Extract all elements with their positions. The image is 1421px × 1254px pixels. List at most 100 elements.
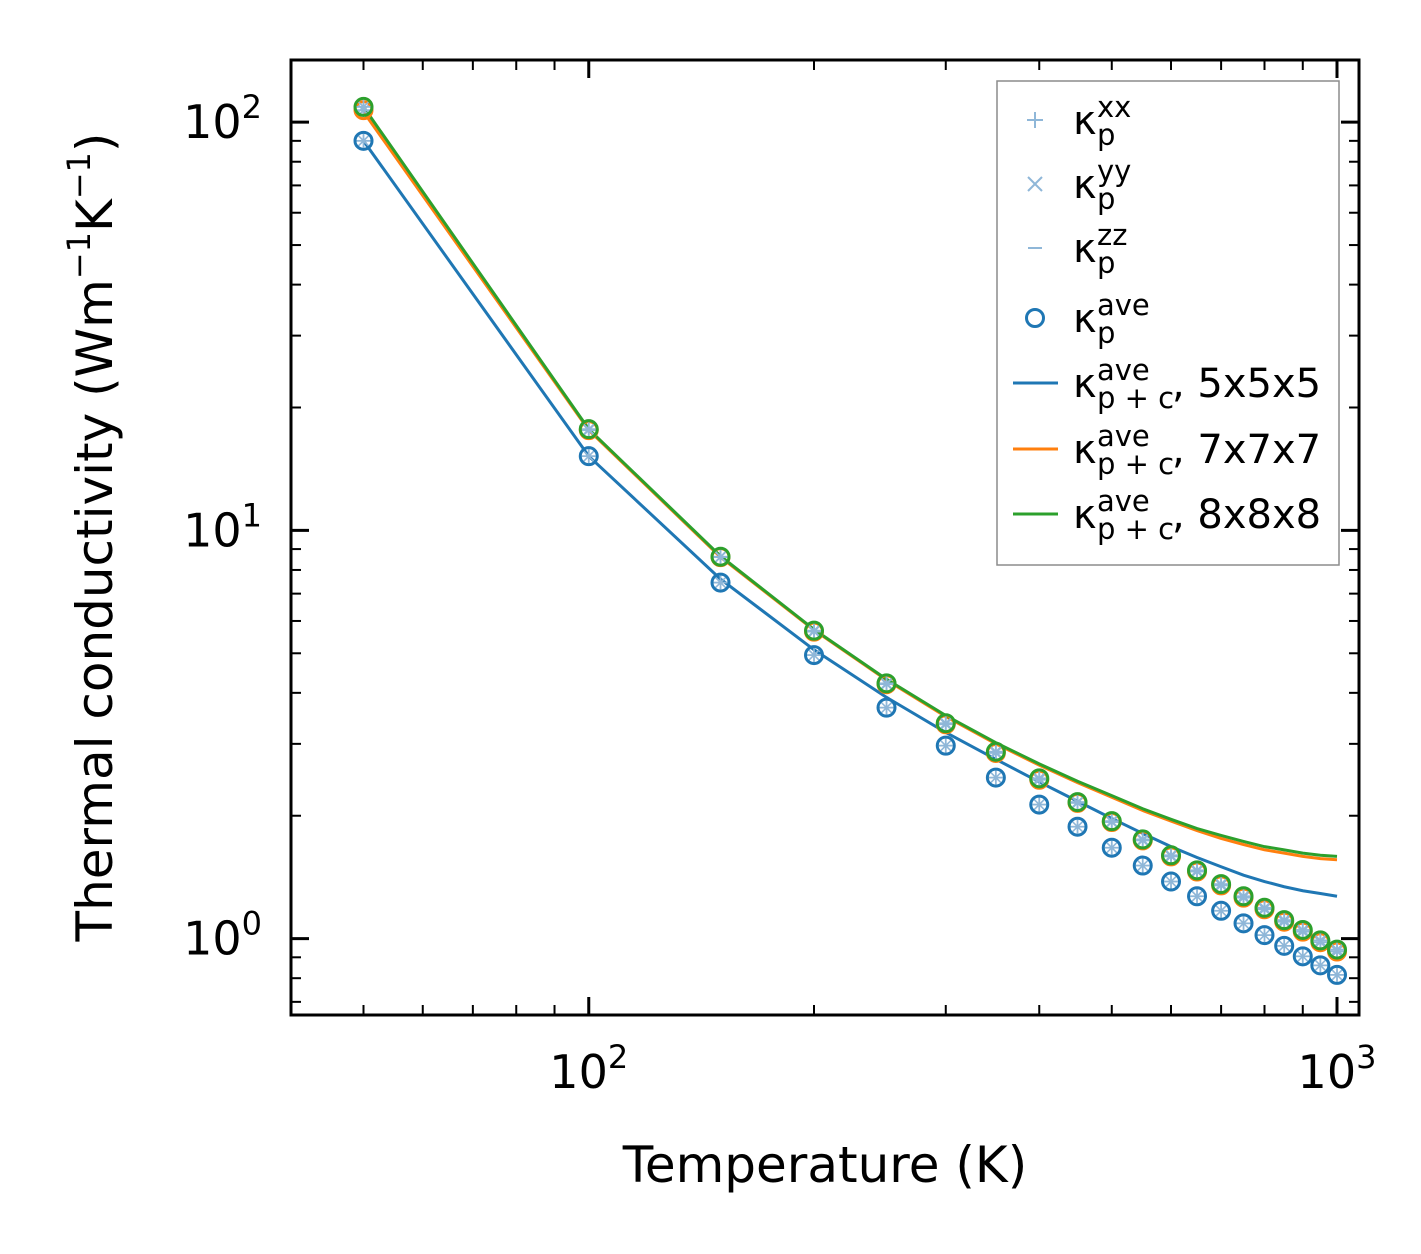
- data-point: [804, 620, 825, 641]
- circle-marker: [804, 645, 825, 666]
- cross-marker: [1258, 929, 1271, 941]
- series-line: [362, 106, 1338, 858]
- legend-entry: κave p + c, 8x8x8: [1013, 484, 1321, 546]
- cross-marker: [357, 135, 370, 147]
- circle-marker: [876, 673, 897, 694]
- circle-marker: [1292, 946, 1313, 967]
- cross-marker: [1237, 890, 1250, 902]
- circle-marker: [1161, 871, 1182, 892]
- cross-marker: [583, 423, 595, 435]
- circle-marker: [876, 697, 897, 718]
- legend-subscript: p + c: [1097, 447, 1174, 481]
- data-point: [1327, 939, 1348, 960]
- data-point: [1274, 935, 1295, 956]
- cross-marker: [714, 551, 727, 563]
- data-point: [1161, 871, 1182, 892]
- data-point: [985, 767, 1006, 788]
- circle-marker: [1187, 886, 1208, 907]
- legend-suffix: , 7x7x7: [1172, 427, 1321, 473]
- legend-subscript: p: [1097, 118, 1115, 152]
- y-tick-label: 102: [183, 88, 262, 149]
- legend-symbol: κ: [1073, 162, 1097, 208]
- circle-marker: [935, 735, 956, 756]
- data-point: [804, 645, 825, 666]
- legend-suffix: , 8x8x8: [1172, 492, 1321, 538]
- legend-superscript: ave: [1097, 484, 1150, 518]
- cross-marker: [1278, 914, 1290, 926]
- legend-label: κave p + c, 5x5x5: [1073, 353, 1321, 415]
- legend-circle-icon: [1025, 308, 1045, 328]
- legend-subscript: p + c: [1097, 512, 1174, 546]
- tick-base: 10: [183, 95, 242, 149]
- ylabel-exp: −1: [60, 232, 98, 279]
- cross-marker: [1106, 842, 1118, 854]
- legend-symbol: κ: [1073, 361, 1097, 407]
- circle-marker: [1254, 897, 1275, 918]
- cross-marker: [1331, 969, 1343, 981]
- legend-superscript: yy: [1097, 154, 1131, 188]
- circle-marker: [1310, 955, 1331, 976]
- data-point: [1101, 837, 1122, 858]
- data-point: [1101, 811, 1122, 832]
- legend-superscript: ave: [1097, 288, 1150, 322]
- cross-marker: [1258, 902, 1271, 914]
- cross-marker: [808, 625, 820, 637]
- data-point: [353, 130, 374, 151]
- data-point: [876, 697, 897, 718]
- ylabel-part: K: [66, 198, 124, 232]
- circle-marker: [1274, 910, 1295, 931]
- circle-marker: [1327, 939, 1348, 960]
- circle-marker: [985, 741, 1006, 762]
- cross-marker: [940, 740, 952, 752]
- minor-ticks: [290, 60, 1359, 1015]
- cross-marker: [1106, 815, 1118, 827]
- cross-marker: [808, 649, 820, 661]
- legend-symbol: κ: [1073, 296, 1097, 342]
- legend-symbol: κ: [1073, 226, 1097, 272]
- cross-marker: [1331, 944, 1343, 956]
- circle-marker: [1254, 925, 1275, 946]
- legend-cross-icon: [1027, 176, 1043, 192]
- series-lines: [362, 106, 1338, 898]
- cross-marker: [1237, 917, 1250, 929]
- y-axis-label: Thermal conductivity (Wm−1K−1): [60, 133, 124, 943]
- legend-superscript: ave: [1097, 353, 1150, 387]
- circle-marker: [1067, 816, 1088, 837]
- legend-entry: κave p + c, 5x5x5: [1013, 353, 1321, 415]
- series-line: [362, 139, 1338, 898]
- circle-marker: [985, 767, 1006, 788]
- circle-marker: [1211, 874, 1232, 895]
- cross-marker: [1297, 924, 1309, 936]
- data-point: [578, 446, 599, 467]
- circle-marker: [1101, 837, 1122, 858]
- data-point: [710, 546, 731, 567]
- cross-marker: [990, 772, 1002, 784]
- legend-superscript: zz: [1097, 218, 1127, 252]
- legend-label: κyy p: [1073, 154, 1131, 216]
- cross-marker: [1191, 890, 1203, 902]
- cross-marker: [1314, 959, 1326, 971]
- data-point: [710, 572, 731, 593]
- cross-marker: [1071, 821, 1084, 833]
- tick-base: 10: [1298, 1045, 1357, 1099]
- cross-marker: [1033, 799, 1045, 811]
- legend-suffix: , 5x5x5: [1172, 361, 1321, 407]
- legend-entry: κave p: [1025, 288, 1150, 350]
- cross-marker: [714, 577, 727, 589]
- data-point: [1310, 930, 1331, 951]
- data-point: [1254, 897, 1275, 918]
- data-point: [1132, 855, 1153, 876]
- cross-marker: [1191, 864, 1203, 876]
- legend-label: κxx p: [1073, 90, 1131, 152]
- circle-marker: [710, 546, 731, 567]
- legend-frame: [996, 80, 1340, 566]
- data-point: [1327, 964, 1348, 985]
- data-point: [1233, 886, 1254, 907]
- tick-base: 10: [183, 503, 242, 557]
- data-point: [1292, 919, 1313, 940]
- cross-marker: [357, 101, 370, 113]
- legend-superscript: ave: [1097, 419, 1150, 453]
- tick-exponent: 2: [608, 1038, 628, 1076]
